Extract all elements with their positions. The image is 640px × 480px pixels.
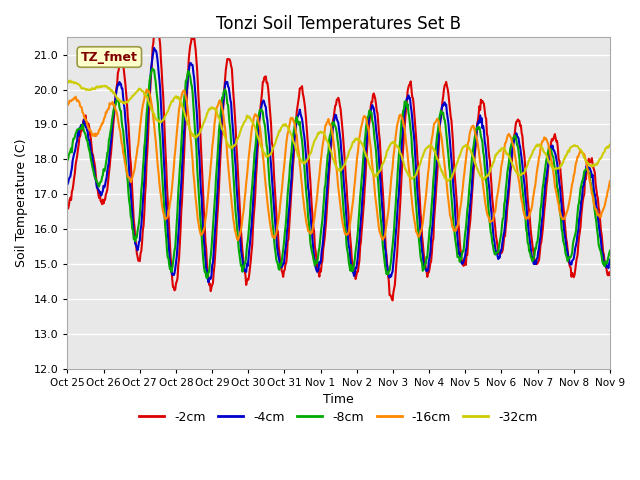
-8cm	[214, 140, 222, 146]
-32cm	[421, 147, 429, 153]
-32cm	[606, 142, 614, 147]
-8cm	[63, 156, 71, 162]
-16cm	[129, 172, 137, 178]
-16cm	[406, 176, 414, 181]
-16cm	[214, 103, 221, 109]
-16cm	[185, 117, 193, 122]
-2cm	[185, 55, 193, 61]
-2cm	[406, 81, 414, 87]
-4cm	[606, 257, 614, 263]
-4cm	[150, 45, 158, 51]
-32cm	[405, 174, 413, 180]
Y-axis label: Soil Temperature (C): Soil Temperature (C)	[15, 139, 28, 267]
-2cm	[154, 19, 161, 25]
-2cm	[129, 203, 137, 209]
-16cm	[74, 98, 81, 104]
Legend: -2cm, -4cm, -8cm, -16cm, -32cm: -2cm, -4cm, -8cm, -16cm, -32cm	[134, 406, 543, 429]
Line: -32cm: -32cm	[67, 81, 610, 181]
-2cm	[63, 204, 71, 210]
Text: TZ_fmet: TZ_fmet	[81, 50, 138, 63]
Line: -16cm: -16cm	[67, 90, 610, 240]
-4cm	[63, 181, 71, 187]
Title: Tonzi Soil Temperatures Set B: Tonzi Soil Temperatures Set B	[216, 15, 461, 33]
-16cm	[143, 87, 150, 93]
Line: -2cm: -2cm	[67, 22, 610, 300]
-16cm	[606, 178, 614, 184]
-32cm	[74, 81, 82, 87]
-8cm	[422, 261, 429, 266]
-8cm	[606, 248, 614, 253]
-4cm	[185, 68, 193, 73]
-2cm	[214, 211, 221, 216]
-16cm	[63, 103, 71, 108]
-8cm	[129, 228, 137, 233]
-32cm	[63, 79, 71, 84]
-4cm	[205, 279, 212, 285]
Line: -8cm: -8cm	[67, 69, 610, 278]
-4cm	[422, 267, 429, 273]
-16cm	[234, 238, 242, 243]
-2cm	[422, 265, 429, 271]
-8cm	[74, 127, 81, 132]
Line: -4cm: -4cm	[67, 48, 610, 282]
-4cm	[129, 220, 137, 226]
-8cm	[203, 276, 211, 281]
-2cm	[74, 153, 81, 159]
-32cm	[185, 122, 193, 128]
-32cm	[130, 92, 138, 98]
-32cm	[444, 178, 452, 184]
-2cm	[606, 272, 614, 277]
-8cm	[185, 69, 193, 74]
-8cm	[148, 66, 156, 72]
-4cm	[406, 95, 414, 101]
-4cm	[214, 176, 222, 182]
X-axis label: Time: Time	[323, 393, 354, 406]
-16cm	[422, 194, 429, 200]
-32cm	[67, 78, 74, 84]
-32cm	[214, 112, 221, 118]
-2cm	[388, 298, 396, 303]
-8cm	[406, 121, 414, 127]
-4cm	[74, 138, 81, 144]
